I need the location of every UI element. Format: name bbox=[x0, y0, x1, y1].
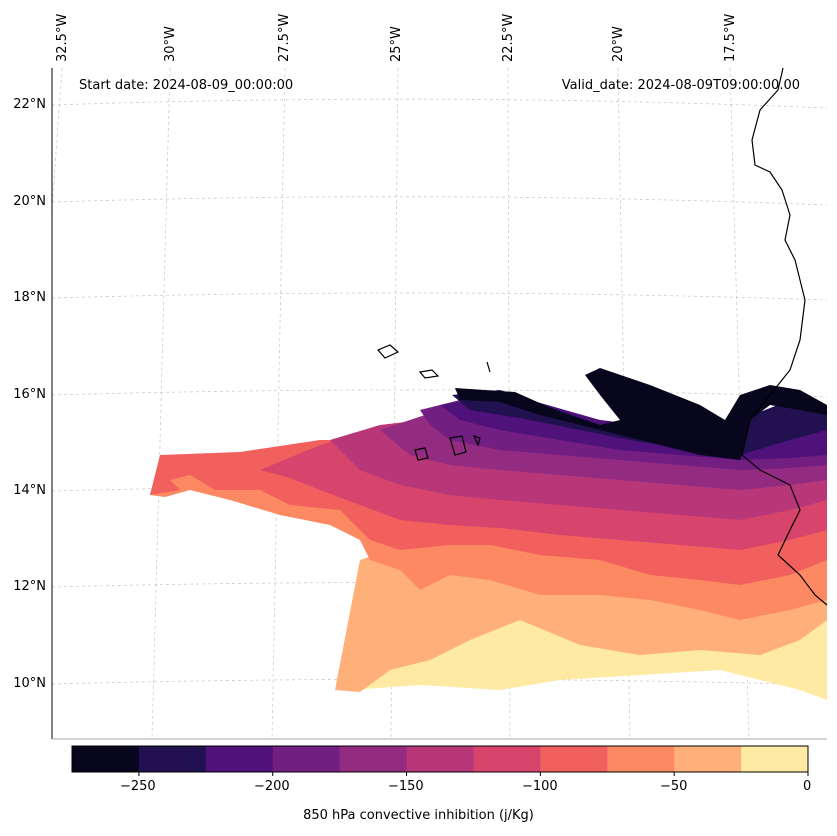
colorbar-outline bbox=[71, 745, 809, 773]
lat-label-18n: 18°N bbox=[13, 290, 46, 305]
lon-label-22-5w: 22.5°W bbox=[501, 13, 516, 62]
colorbar-label: 850 hPa convective inhibition (j/Kg) bbox=[303, 808, 534, 823]
colorbar-swatch-2 bbox=[205, 746, 274, 772]
lat-label-10n: 10°N bbox=[13, 676, 46, 691]
lon-label-27-5w: 27.5°W bbox=[277, 13, 292, 62]
start-date-annotation: Start date: 2024-08-09_00:00:00 bbox=[79, 78, 294, 93]
cbar-tick-0: 0 bbox=[803, 779, 812, 794]
colorbar-swatch-9 bbox=[674, 746, 742, 772]
lon-label-20w: 20°W bbox=[611, 26, 626, 62]
cbar-tick-minus-100: −100 bbox=[522, 779, 558, 794]
lon-label-30w: 30°W bbox=[163, 26, 178, 62]
lat-label-14n: 14°N bbox=[13, 483, 46, 498]
cbar-tick-minus-200: −200 bbox=[254, 779, 290, 794]
lon-label-25w: 25°W bbox=[389, 26, 404, 62]
colorbar-swatch-10 bbox=[741, 746, 809, 772]
cbar-tick-minus-150: −150 bbox=[388, 779, 424, 794]
lat-label-12n: 12°N bbox=[13, 579, 46, 594]
colorbar-swatch-7 bbox=[540, 746, 608, 772]
colorbar-swatch-0 bbox=[72, 746, 140, 772]
colorbar-swatch-8 bbox=[607, 746, 675, 772]
lat-label-16n: 16°N bbox=[13, 387, 46, 402]
cbar-tick-minus-250: −250 bbox=[120, 779, 156, 794]
cin-contours bbox=[150, 368, 827, 700]
valid-date-annotation: Valid_date: 2024-08-09T09:00:00.00 bbox=[561, 78, 800, 93]
lon-label-17-5w: 17.5°W bbox=[723, 13, 738, 62]
colorbar bbox=[71, 745, 809, 776]
lon-label-32-5w: 32.5°W bbox=[55, 13, 70, 62]
colorbar-swatch-1 bbox=[138, 746, 207, 772]
lat-label-22n: 22°N bbox=[13, 97, 46, 112]
colorbar-swatch-6 bbox=[473, 746, 541, 772]
lat-label-20n: 20°N bbox=[13, 194, 46, 209]
colorbar-swatch-5 bbox=[406, 746, 474, 772]
colorbar-swatch-4 bbox=[339, 746, 408, 772]
cin-band-minus-275-minus-250 bbox=[455, 368, 827, 460]
colorbar-swatch-3 bbox=[272, 746, 341, 772]
cbar-tick-minus-50: −50 bbox=[660, 779, 688, 794]
coastline bbox=[376, 67, 828, 606]
